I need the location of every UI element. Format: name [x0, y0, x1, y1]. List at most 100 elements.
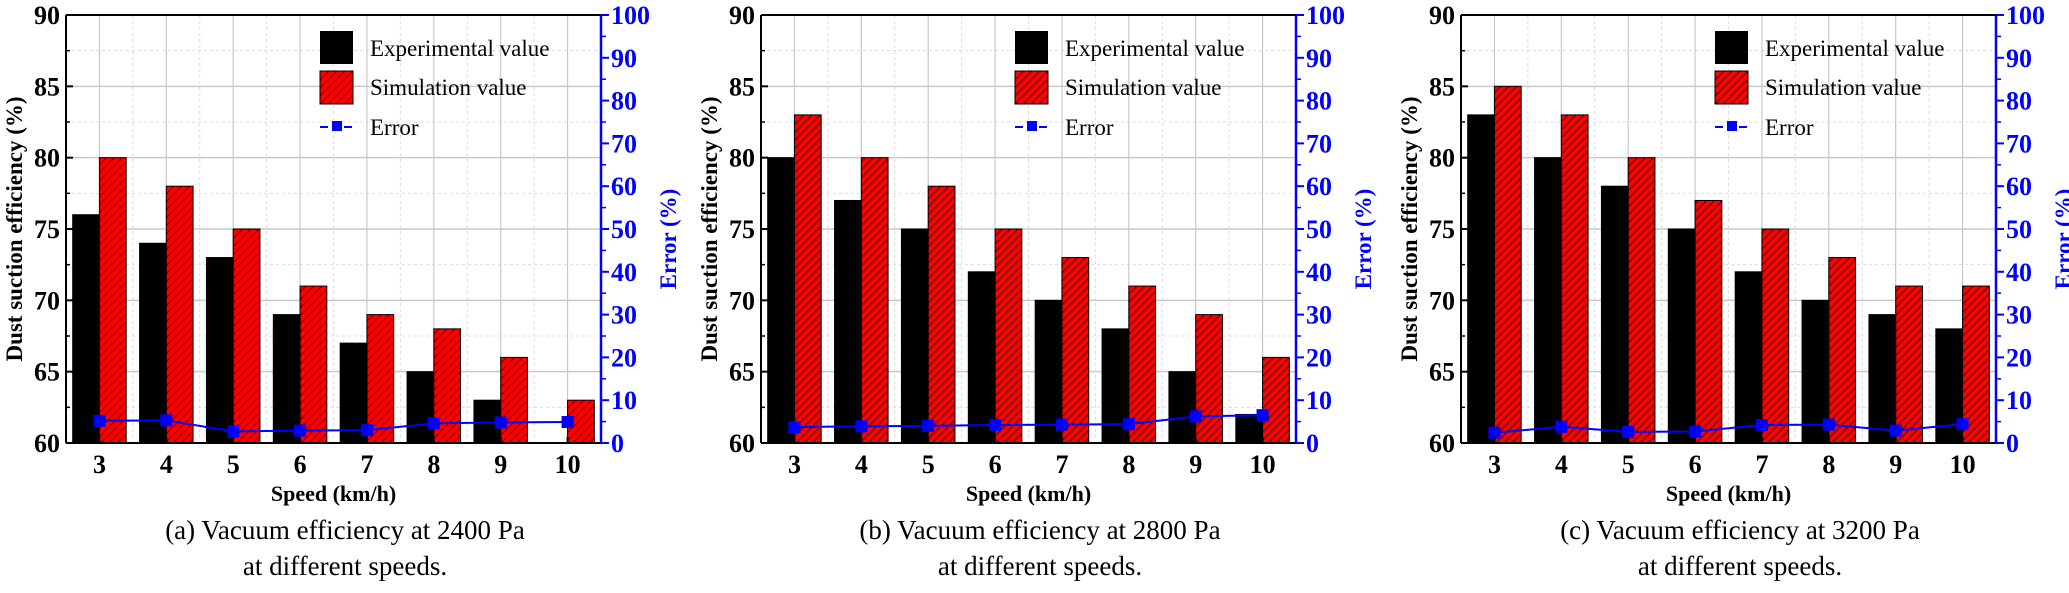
- y2-tick-label: 30: [1306, 301, 1332, 330]
- y-tick-label: 70: [729, 286, 755, 315]
- y2-tick-label: 90: [1306, 44, 1332, 73]
- legend: Experimental value Simulation value Error: [1014, 31, 1244, 140]
- legend-label-simulation: Simulation value: [1065, 75, 1222, 100]
- bar-simulation: [1061, 257, 1090, 444]
- bar-simulation: [1262, 356, 1290, 444]
- y2-axis-label: Error (%): [2051, 189, 2069, 290]
- x-tick-label: 10: [1250, 450, 1276, 479]
- error-line: [99, 419, 568, 433]
- error-point: [360, 424, 373, 437]
- y2-tick-label: 60: [1306, 172, 1332, 201]
- y2-tick-label: 50: [1306, 215, 1332, 244]
- bar-simulation: [1627, 157, 1656, 444]
- legend-label-simulation: Simulation value: [1765, 75, 1922, 100]
- error-point: [788, 421, 801, 434]
- y2-tick-label: 20: [1306, 343, 1332, 372]
- error-point: [1889, 424, 1902, 437]
- x-tick-label: 7: [1055, 450, 1068, 479]
- legend-swatch-experimental: [1015, 31, 1048, 64]
- y-tick-label: 80: [729, 144, 755, 173]
- x-tick-label: 5: [922, 450, 935, 479]
- x-tick-label: 5: [1622, 450, 1635, 479]
- caption-c-line2: at different speeds.: [1637, 551, 1843, 581]
- error-point: [427, 417, 440, 430]
- y2-tick-label: 30: [2006, 301, 2032, 330]
- bar-simulation: [1828, 257, 1857, 444]
- y-tick-label: 75: [1429, 215, 1455, 244]
- chart-c: 60 65 70 75 80 85 90 0 10 20 30 40 50 60 70 80 90 100 3 4 5 6…: [1397, 1, 2069, 506]
- legend-marker-error: [1027, 121, 1037, 131]
- bar-simulation: [1895, 285, 1923, 444]
- y2-tick-label: 40: [2006, 258, 2032, 287]
- y2-axis-label: Error (%): [1351, 189, 1376, 290]
- error-point: [93, 414, 106, 427]
- y2-tick-label: 80: [611, 87, 637, 116]
- y-tick-label: 65: [34, 358, 60, 387]
- y-tick-label: 70: [34, 286, 60, 315]
- error-line: [794, 414, 1263, 429]
- y2-tick-label: 50: [611, 215, 637, 244]
- error-point: [1488, 426, 1501, 439]
- y2-tick-label: 70: [611, 129, 637, 158]
- x-tick-label: 3: [1488, 450, 1501, 479]
- bar-experimental: [1734, 271, 1763, 444]
- bar-simulation: [927, 185, 956, 444]
- error-point: [227, 425, 240, 438]
- bar-experimental: [272, 314, 301, 444]
- x-axis-label: Speed (km/h): [271, 481, 396, 506]
- bar-experimental: [834, 199, 862, 444]
- x-tick-label: 6: [989, 450, 1002, 479]
- y-tick-label: 60: [34, 429, 60, 458]
- y2-tick-label: 90: [2006, 44, 2032, 73]
- caption-a-line1: (a) Vacuum efficiency at 2400 Pa: [165, 515, 525, 545]
- y2-tick-label: 80: [1306, 87, 1332, 116]
- y2-tick-label: 90: [611, 44, 637, 73]
- bar-simulation: [232, 228, 261, 444]
- x-tick-label: 6: [1689, 450, 1702, 479]
- caption-a-line2: at different speeds.: [242, 551, 448, 581]
- bar-simulation: [165, 185, 194, 444]
- y2-tick-label: 60: [611, 172, 637, 201]
- bar-simulation: [366, 314, 395, 444]
- y2-tick-label: 100: [1306, 1, 1345, 30]
- error-point: [1122, 418, 1135, 431]
- x-tick-label: 4: [1555, 450, 1568, 479]
- bar-simulation: [299, 285, 328, 444]
- y2-tick-label: 20: [2006, 343, 2032, 372]
- error-point: [1755, 419, 1768, 432]
- y2-tick-label: 0: [2006, 429, 2019, 458]
- y-tick-label: 85: [34, 72, 60, 101]
- bar-simulation: [860, 157, 889, 444]
- bar-experimental: [1667, 228, 1696, 444]
- legend-marker-error: [1727, 121, 1737, 131]
- legend-label-error: Error: [1065, 115, 1114, 140]
- y-tick-label: 65: [729, 358, 755, 387]
- bar-simulation: [793, 114, 822, 444]
- bar-experimental: [967, 271, 996, 444]
- x-tick-label: 7: [360, 450, 373, 479]
- caption-b-line1: (b) Vacuum efficiency at 2800 Pa: [859, 515, 1221, 545]
- y-tick-label: 60: [729, 429, 755, 458]
- error-point: [294, 424, 307, 437]
- bar-simulation: [994, 228, 1023, 444]
- x-tick-label: 6: [294, 450, 307, 479]
- y-tick-label: 70: [1429, 286, 1455, 315]
- y2-tick-label: 30: [611, 301, 637, 330]
- bar-simulation: [1560, 114, 1589, 444]
- caption-c-line1: (c) Vacuum efficiency at 3200 Pa: [1560, 515, 1920, 545]
- y2-tick-label: 50: [2006, 215, 2032, 244]
- caption-a: (a) Vacuum efficiency at 2400 Pa at diff…: [0, 512, 690, 584]
- y2-tick-label: 70: [1306, 129, 1332, 158]
- x-axis-label: Speed (km/h): [966, 481, 1091, 506]
- bar-simulation: [1694, 199, 1723, 444]
- bar-simulation: [1195, 314, 1223, 444]
- y2-tick-label: 20: [611, 343, 637, 372]
- bar-experimental: [205, 257, 234, 444]
- bar-simulation: [1962, 285, 1990, 444]
- y2-axis-label: Error (%): [656, 189, 681, 290]
- y-tick-label: 60: [1429, 429, 1455, 458]
- x-axis-label: Speed (km/h): [1666, 481, 1791, 506]
- y2-tick-label: 70: [2006, 129, 2032, 158]
- caption-b-line2: at different speeds.: [937, 551, 1143, 581]
- bar-experimental: [1600, 185, 1629, 444]
